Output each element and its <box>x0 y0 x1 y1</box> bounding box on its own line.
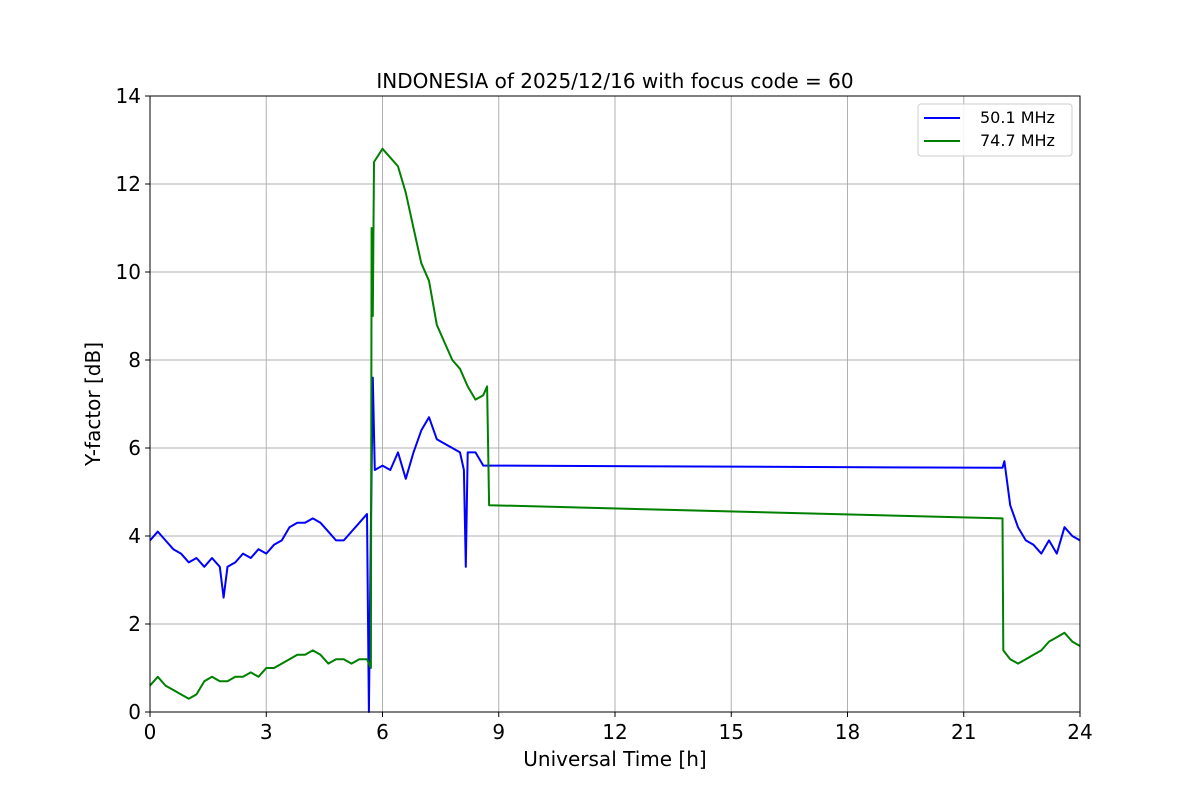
x-tick-label: 18 <box>835 720 860 744</box>
legend-label-50-1-mhz: 50.1 MHz <box>980 108 1055 127</box>
x-tick-label: 15 <box>719 720 744 744</box>
chart-title: INDONESIA of 2025/12/16 with focus code … <box>376 69 853 93</box>
y-tick-label: 12 <box>116 172 141 196</box>
y-tick-label: 0 <box>128 700 141 724</box>
series-layer <box>149 147 1081 713</box>
x-tick-label: 21 <box>951 720 976 744</box>
y-tick-label: 14 <box>116 84 141 108</box>
x-tick-label: 6 <box>376 720 389 744</box>
series-line-74-7-mhz <box>149 147 1081 700</box>
y-tick-label: 10 <box>116 260 141 284</box>
y-axis-label: Y-factor [dB] <box>81 342 105 467</box>
x-axis-label: Universal Time [h] <box>523 747 706 771</box>
legend: 50.1 MHz 74.7 MHz <box>917 103 1073 157</box>
x-tick-label: 24 <box>1067 720 1092 744</box>
x-tick-label: 9 <box>492 720 505 744</box>
x-tick-label: 0 <box>144 720 157 744</box>
legend-label-74-7-mhz: 74.7 MHz <box>980 131 1055 150</box>
x-tick-label: 12 <box>602 720 627 744</box>
y-tick-label: 4 <box>128 524 141 548</box>
y-tick-label: 6 <box>128 436 141 460</box>
y-tick-label: 8 <box>128 348 141 372</box>
y-tick-label: 2 <box>128 612 141 636</box>
x-tick-label: 3 <box>260 720 273 744</box>
